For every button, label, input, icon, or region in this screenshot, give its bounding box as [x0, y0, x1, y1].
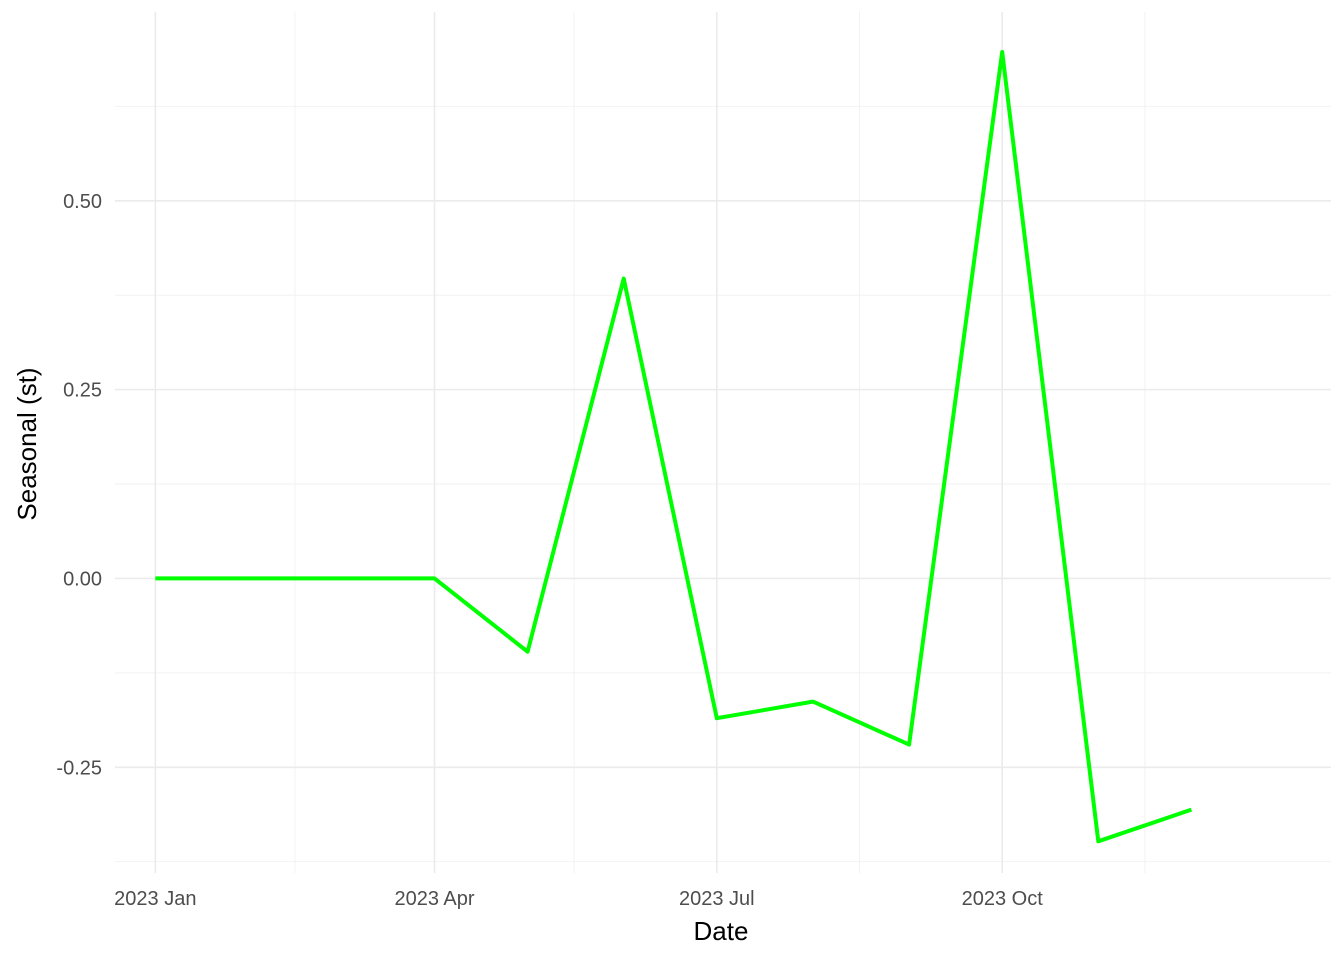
- y-axis-tick-labels: 0.50 0.25 0.00 -0.25: [56, 191, 102, 779]
- x-tick-label: 2023 Apr: [394, 888, 474, 910]
- y-tick-label: 0.25: [63, 380, 102, 402]
- major-gridlines: [115, 12, 1331, 873]
- x-tick-label: 2023 Oct: [962, 888, 1044, 910]
- x-tick-label: 2023 Jul: [679, 888, 755, 910]
- y-tick-label: -0.25: [56, 757, 102, 779]
- y-tick-label: 0.00: [63, 568, 102, 590]
- y-tick-label: 0.50: [63, 191, 102, 213]
- x-axis-title: Date: [694, 916, 749, 946]
- series-lines: [155, 50, 1193, 844]
- series-line: [155, 50, 1193, 844]
- minor-gridlines: [115, 12, 1331, 873]
- x-axis-tick-labels: 2023 Jan 2023 Apr 2023 Jul 2023 Oct: [114, 888, 1043, 910]
- y-axis-title: Seasonal (st): [12, 367, 42, 520]
- x-tick-label: 2023 Jan: [114, 888, 196, 910]
